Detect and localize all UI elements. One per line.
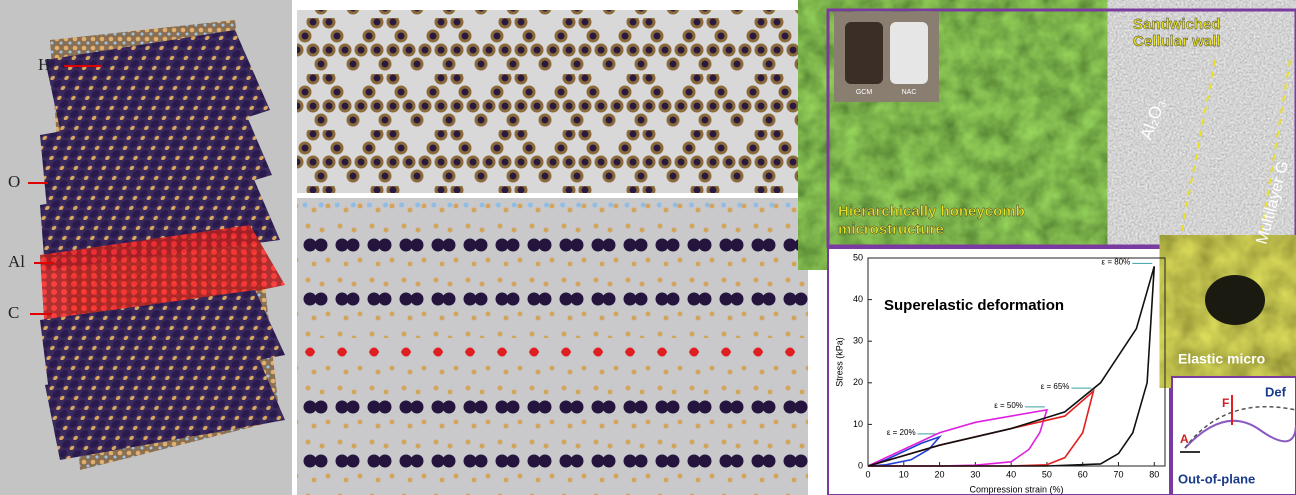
inset-label: NAC [902,89,917,96]
atom-label: C [8,303,19,322]
y-tick-label: 20 [853,377,863,387]
photo-caption: Elastic micro [1178,351,1265,367]
x-tick-label: 70 [1113,469,1123,479]
atom-label: H [38,55,50,74]
nac-sample [890,22,928,84]
y-tick-label: 30 [853,336,863,346]
y-tick-label: 10 [853,419,863,429]
y-tick-label: 50 [853,252,863,262]
curve-label: ε = 65% [1041,382,1070,391]
curve-label: ε = 50% [994,401,1023,410]
diagram-caption: Out-of-plane [1178,471,1255,486]
y-tick-label: 40 [853,294,863,304]
y-axis-label: Stress (kPa) [834,337,844,387]
point-label: A [1180,432,1189,446]
x-tick-label: 30 [970,469,980,479]
figure: HOAlC GCMNACHierarchically honeycombmicr… [0,0,1296,495]
x-axis-label: Compression strain (%) [969,484,1063,494]
curve-label: ε = 80% [1102,257,1131,266]
curve-label: ε = 20% [887,428,916,437]
x-tick-label: 0 [865,469,870,479]
x-tick-label: 40 [1006,469,1016,479]
chart-frame [828,248,1170,495]
crystal-stack [40,20,285,470]
inset-label: GCM [856,89,873,96]
chart-title: Superelastic deformation [884,297,1064,314]
x-tick-label: 80 [1149,469,1159,479]
x-tick-label: 50 [1042,469,1052,479]
atom-label: Al [8,252,25,271]
x-tick-label: 60 [1078,469,1088,479]
diagram-title: Def [1265,384,1287,399]
x-tick-label: 10 [899,469,909,479]
atom-label: O [8,172,20,191]
x-tick-label: 20 [935,469,945,479]
gcm-sample [845,22,883,84]
force-label: F [1222,396,1229,410]
y-tick-label: 0 [858,460,863,470]
micro-cavity [1205,275,1265,325]
top-view [297,10,808,193]
